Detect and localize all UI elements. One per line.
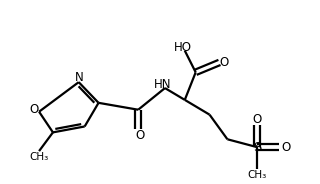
Text: HN: HN xyxy=(154,78,172,91)
Text: CH₃: CH₃ xyxy=(248,170,267,180)
Text: CH₃: CH₃ xyxy=(29,152,49,162)
Text: O: O xyxy=(136,129,145,142)
Text: O: O xyxy=(281,141,291,154)
Text: N: N xyxy=(75,71,84,84)
Text: O: O xyxy=(252,113,262,126)
Text: HO: HO xyxy=(174,41,192,54)
Text: O: O xyxy=(220,56,229,69)
Text: S: S xyxy=(253,141,261,154)
Text: O: O xyxy=(29,103,39,116)
